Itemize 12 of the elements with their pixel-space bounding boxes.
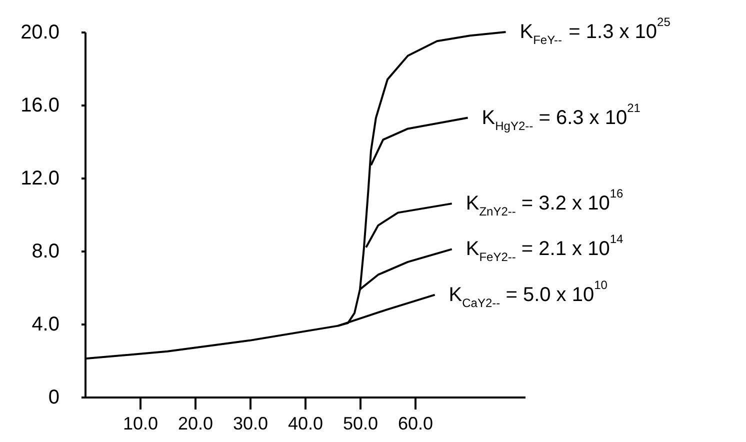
y-tick-label: 4.0 — [32, 314, 60, 336]
y-tick-label: 20.0 — [20, 22, 60, 44]
x-tick-label: 40.0 — [288, 414, 324, 434]
x-tick-label: 60.0 — [398, 414, 434, 434]
x-tick-label: 30.0 — [232, 414, 268, 434]
y-tick-label: 0 — [48, 386, 60, 408]
y-tick-label: 8.0 — [32, 240, 60, 262]
x-tick-label: 20.0 — [178, 414, 214, 434]
y-tick-label: 16.0 — [20, 94, 60, 116]
y-tick-label: 12.0 — [20, 168, 60, 190]
x-tick-label: 10.0 — [122, 414, 158, 434]
x-tick-label: 50.0 — [342, 414, 378, 434]
